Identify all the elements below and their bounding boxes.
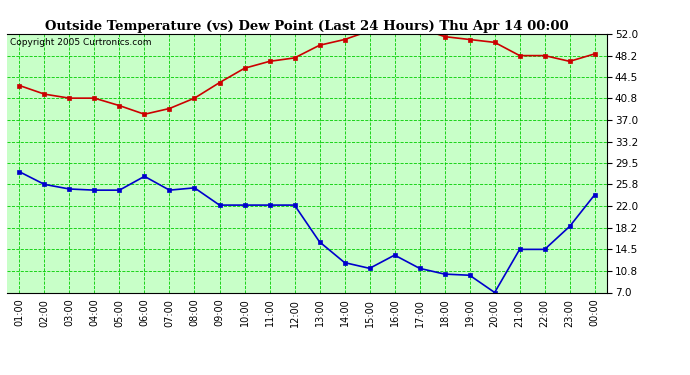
Text: Copyright 2005 Curtronics.com: Copyright 2005 Curtronics.com bbox=[10, 38, 151, 46]
Title: Outside Temperature (vs) Dew Point (Last 24 Hours) Thu Apr 14 00:00: Outside Temperature (vs) Dew Point (Last… bbox=[46, 20, 569, 33]
